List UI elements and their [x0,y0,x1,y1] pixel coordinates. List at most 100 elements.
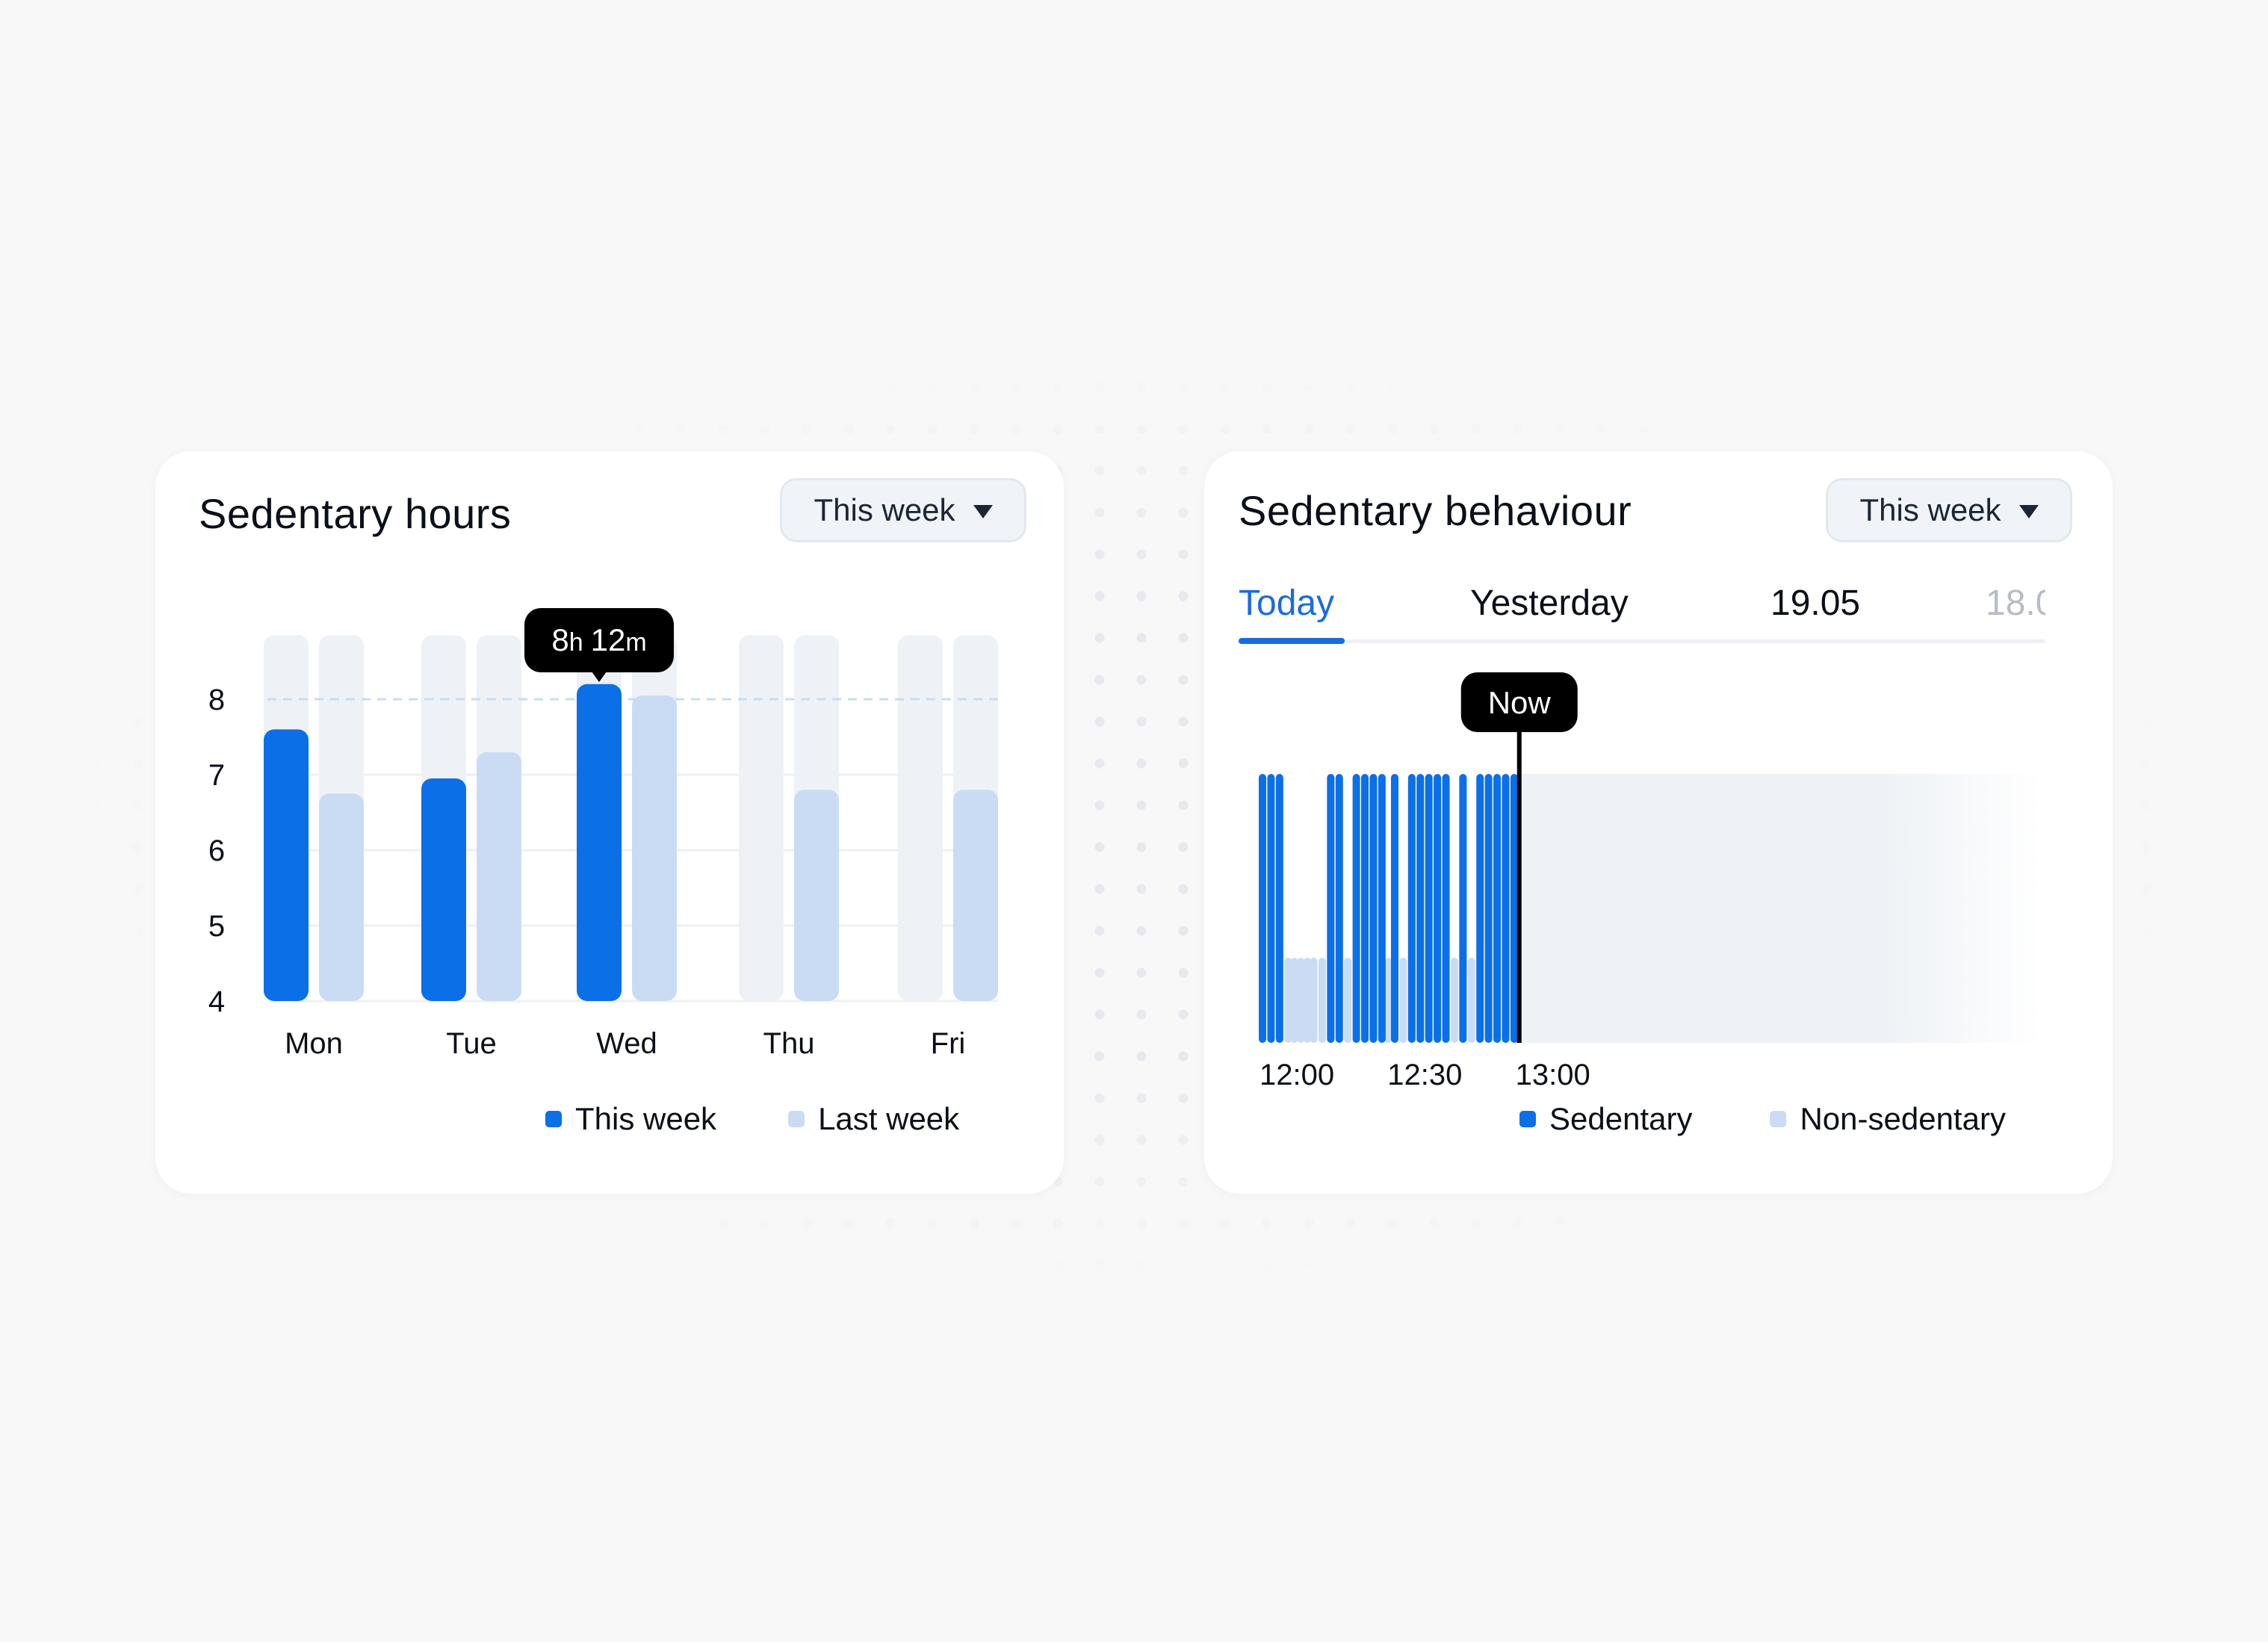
y-tick-label: 8 [208,684,225,716]
legend-item-this-week[interactable]: This week [545,1101,716,1137]
x-tick-label-mon: Mon [285,1027,343,1060]
sedentary-bar [1484,774,1493,1043]
bar-this-week-mon[interactable] [264,729,309,1001]
legend-label: This week [575,1101,717,1136]
sedentary-bar [1352,774,1360,1043]
bar-last-week-thu[interactable] [794,790,839,1001]
time-tick-label: 13:00 [1516,1059,1590,1091]
sedentary-behaviour-chart: Now 12:00 12:30 13:00 [1259,672,2041,1091]
sedentary-bar [1493,774,1502,1043]
tab-yesterday[interactable]: Yesterday [1470,583,1629,623]
dropdown-label: This week [814,492,955,527]
bar-last-week-mon[interactable] [319,793,364,1001]
bar-track [898,635,943,1001]
sedentary-bar [1425,774,1433,1043]
sedentary-bar [1416,774,1425,1043]
non-sedentary-bar [1467,958,1475,1043]
y-tick-label: 7 [208,759,225,792]
bar-tracks [264,635,998,1001]
active-tab-indicator [1239,638,1345,644]
sedentary-bar [1335,774,1343,1043]
sedentary-bar [1510,774,1518,1043]
dropdown-label: This week [1859,492,2001,527]
sedentary-bar [1369,774,1378,1043]
bar-this-week-tue[interactable] [421,778,466,1001]
non-sedentary-bar [1303,958,1311,1043]
tab-19-05[interactable]: 19.05 [1770,583,1861,623]
activity-bars [1259,774,1520,1043]
now-marker: Now [1460,672,1578,732]
tab-today[interactable]: Today [1239,583,1335,623]
value-tooltip: 8h 12m [524,608,674,682]
y-tick-label: 5 [208,910,225,943]
now-label: Now [1488,685,1552,720]
legend-label: Last week [818,1101,960,1136]
non-sedentary-bar [1297,958,1305,1043]
time-axis-labels: 12:00 12:30 13:00 [1260,1059,1590,1091]
non-sedentary-bar [1450,958,1458,1043]
now-label-box [1460,672,1578,732]
sedentary-bar [1361,774,1369,1043]
sedentary-bar [1391,774,1399,1043]
sedentary-bar [1442,774,1450,1043]
time-tick-label: 12:30 [1387,1059,1462,1091]
legend-item-non-sedentary[interactable]: Non-sedentary [1770,1101,2006,1137]
tooltip-arrow [592,672,607,682]
legend-label: Non-sedentary [1800,1101,2006,1136]
bar-last-week-tue[interactable] [477,752,521,1001]
tab-18-0[interactable]: 18.0 [1986,583,2045,623]
tooltip-text: 8h 12m [551,622,646,657]
caret-down-icon [2018,505,2039,518]
non-sedentary-bar [1318,958,1326,1043]
card-title: Sedentary hours [199,490,512,537]
sedentary-bar [1476,774,1484,1043]
legend-swatch-last-week [788,1111,805,1127]
period-dropdown[interactable]: This week [780,478,1026,542]
tooltip-hours-unit: h [569,628,583,657]
chart-legend: Sedentary Non-sedentary [1519,1101,2006,1137]
sedentary-bar [1267,774,1275,1043]
tabs-track [1239,639,2045,643]
x-tick-label-thu: Thu [763,1027,815,1060]
legend-item-sedentary[interactable]: Sedentary [1519,1101,1692,1137]
tooltip-hours: 8 [551,622,568,657]
non-sedentary-bar [1290,958,1298,1043]
sedentary-bar [1459,774,1467,1043]
tooltip-minutes-unit: m [625,628,646,657]
chart-legend: This week Last week [545,1101,959,1137]
tooltip-box [524,608,674,672]
legend-swatch-sedentary [1519,1111,1536,1127]
sedentary-behaviour-card: Sedentary behaviour This week Today Yest… [1204,451,2113,1194]
x-tick-label-wed: Wed [596,1027,657,1060]
x-axis-labels: Mon Tue Wed Thu Fri [285,1027,965,1060]
tooltip-minutes: 12 [591,622,626,657]
sedentary-bar [1327,774,1335,1043]
non-sedentary-bar [1344,958,1352,1043]
legend-swatch-this-week [545,1111,562,1127]
bar-track [739,635,784,1001]
bar-last-week-fri[interactable] [953,790,998,1001]
card-title: Sedentary behaviour [1239,487,1632,534]
sedentary-bar [1275,774,1283,1043]
x-tick-label-tue: Tue [446,1027,496,1060]
time-tick-label: 12:00 [1260,1059,1334,1091]
legend-item-last-week[interactable]: Last week [788,1101,959,1137]
x-tick-label-fri: Fri [931,1027,966,1060]
sedentary-bar [1378,774,1386,1043]
non-sedentary-bar [1284,958,1292,1043]
bar-this-week-wed[interactable] [577,684,622,1001]
sedentary-bar [1502,774,1510,1043]
day-tabs: Today Yesterday 19.05 18.0 [1239,571,2045,645]
bar-last-week-wed[interactable] [632,695,677,1001]
y-tick-label: 6 [208,834,225,867]
y-tick-label: 4 [208,985,225,1018]
sedentary-bar [1259,774,1266,1043]
y-axis-ticks: 4 5 6 7 8 [208,684,225,1018]
sedentary-bar [1434,774,1442,1043]
non-sedentary-bar [1310,958,1318,1043]
non-sedentary-bar [1384,958,1392,1043]
period-dropdown[interactable]: This week [1826,478,2072,542]
sedentary-hours-card: Sedentary hours This week 4 5 6 7 8 Mon Tue We… [155,451,1064,1194]
caret-down-icon [973,505,993,518]
